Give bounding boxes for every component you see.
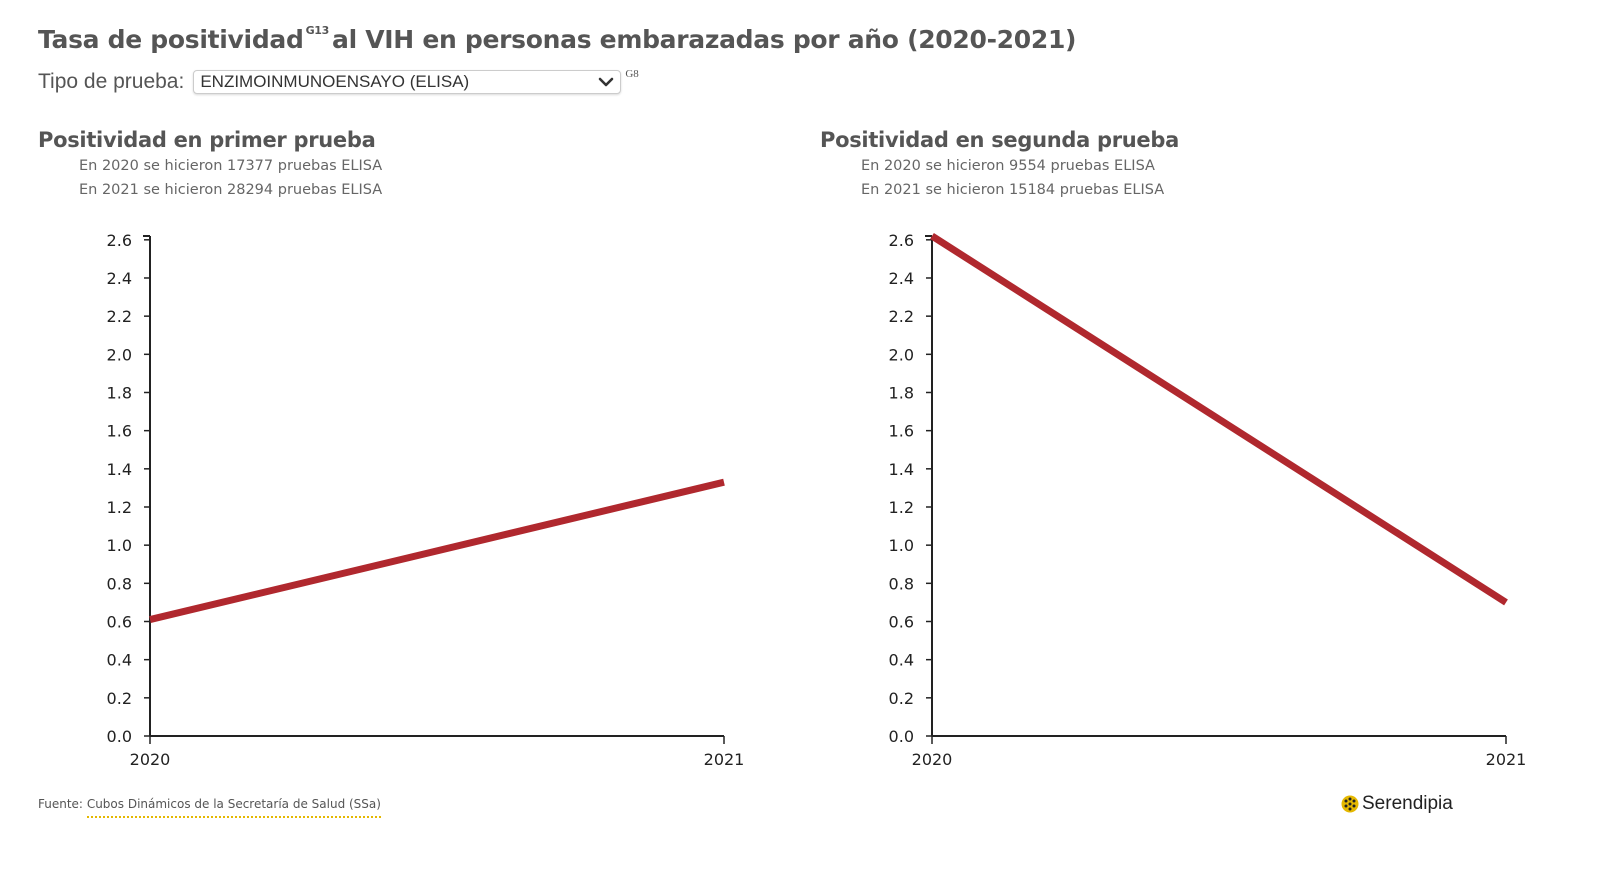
x-tick-label: 2021 [704,750,745,769]
series-line [930,233,1508,606]
test-type-selector: Tipo de prueba: ENZIMOINMUNOENSAYO (ELIS… [38,68,639,94]
brand-name: Serendipia [1362,793,1453,814]
selector-label: Tipo de prueba: [38,70,185,93]
test-type-dropdown[interactable]: ENZIMOINMUNOENSAYO (ELISA) [193,70,622,94]
y-tick-label: 1.6 [107,422,132,441]
brand[interactable]: Serendipia [1341,793,1453,815]
line-chart-second-test: 0.0 0.2 0.4 0.6 0.8 1.0 1.2 1.4 1.6 1.8 2.0 2.2 2.4 2… [889,231,1527,769]
y-tick-label: 1.4 [107,460,132,479]
y-tick-label: 2.0 [889,345,914,364]
y-tick-label: 2.2 [107,307,132,326]
panel-title: Positividad en segunda prueba [820,128,1179,152]
y-tick-label: 0.0 [107,727,132,746]
y-tick-label: 0.6 [889,612,914,631]
y-tick-label: 0.2 [889,689,914,708]
title-text-rest: al VIH en personas embarazadas por año (… [332,25,1077,54]
y-tick-label: 1.4 [889,460,914,479]
y-tick-label: 2.4 [889,269,914,288]
y-tick-label: 0.2 [107,689,132,708]
y-tick-label: 2.4 [107,269,132,288]
selector-footnote-ref[interactable]: G8 [625,68,639,80]
y-tick-label: 2.0 [107,345,132,364]
page-title: Tasa de positividad G13 al VIH en personas… [38,24,1076,54]
panel-note: En 2020 se hicieron 9554 pruebas ELISA [861,158,1155,174]
y-tick-label: 0.8 [107,574,132,593]
y-tick-label: 2.6 [889,231,914,250]
y-tick-label: 2.2 [889,307,914,326]
chevron-down-icon [599,77,614,87]
y-tick-label: 1.6 [889,422,914,441]
x-tick-label: 2020 [912,750,953,769]
y-tick-label: 1.2 [889,498,914,517]
serendipia-logo-icon [1341,795,1359,813]
y-tick-label: 1.2 [107,498,132,517]
panel-second-test: Positividad en segunda prueba En 2020 se… [820,128,1580,778]
y-tick-label: 2.6 [107,231,132,250]
panel-note: En 2021 se hicieron 28294 pruebas ELISA [79,182,383,198]
panel-first-test: Positividad en primer prueba En 2020 se … [38,128,798,778]
title-footnote-ref[interactable]: G13 [305,24,330,37]
y-tick-label: 1.0 [889,536,914,555]
y-tick-label: 1.8 [107,383,132,402]
y-tick-label: 0.4 [107,651,132,670]
y-tick-label: 0.0 [889,727,914,746]
y-tick-label: 1.8 [889,383,914,402]
source-label: Fuente: [38,797,83,811]
line-chart-first-test: 0.0 0.2 0.4 0.6 0.8 1.0 1.2 1.4 1.6 1.8 2.0 2.2 2.4 2… [107,231,745,769]
y-tick-label: 0.8 [889,574,914,593]
y-tick-label: 1.0 [107,536,132,555]
y-tick-label: 0.6 [107,612,132,631]
series-line [149,478,725,623]
source-link[interactable]: Cubos Dinámicos de la Secretaría de Salu… [86,797,381,818]
title-text: Tasa de positividad [38,25,304,54]
panel-note: En 2021 se hicieron 15184 pruebas ELISA [861,182,1165,198]
dropdown-value: ENZIMOINMUNOENSAYO (ELISA) [200,72,470,91]
y-tick-label: 0.4 [889,651,914,670]
x-tick-label: 2021 [1486,750,1527,769]
panel-title: Positividad en primer prueba [38,128,376,152]
source-footer: Fuente: Cubos Dinámicos de la Secretaría… [38,797,381,818]
x-tick-label: 2020 [130,750,171,769]
panel-note: En 2020 se hicieron 17377 pruebas ELISA [79,158,383,174]
